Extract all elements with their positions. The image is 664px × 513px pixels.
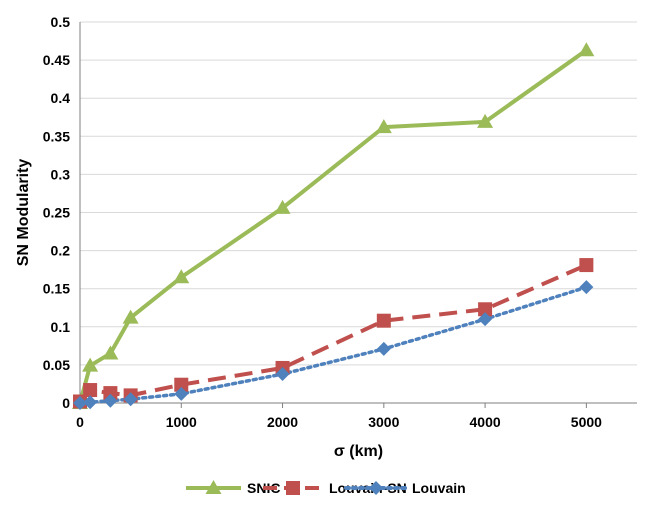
data-point-snic (375, 119, 392, 134)
data-point-louvain-sn (478, 302, 493, 317)
series-markers (72, 42, 595, 410)
data-point-snic (102, 345, 119, 360)
data-point-louvain-sn (174, 377, 189, 392)
x-tick-label: 2000 (267, 414, 298, 430)
x-tick-label: 4000 (470, 414, 501, 430)
data-point-louvain (123, 392, 138, 407)
y-axis-label: SN Modularity (15, 159, 32, 267)
x-tick-label: 5000 (571, 414, 602, 430)
y-tick-label: 0.05 (43, 357, 70, 373)
data-point-snic (122, 309, 139, 324)
data-point-louvain-sn (83, 383, 98, 398)
legend-marker-louvain (369, 481, 383, 495)
legend-marker-louvain-sn (286, 481, 300, 495)
series-line-snic (78, 48, 588, 404)
data-point-snic (578, 42, 595, 57)
gridlines (80, 21, 637, 366)
data-point-louvain (103, 393, 118, 408)
data-point-louvain (83, 395, 98, 410)
data-point-louvain (275, 367, 290, 382)
x-axis-label: σ (km) (334, 443, 383, 460)
data-point-snic (477, 113, 494, 128)
data-point-snic (274, 199, 291, 214)
y-tick-label: 0.35 (43, 128, 70, 144)
series-lines (78, 48, 589, 405)
y-tick-label: 0.2 (51, 243, 71, 259)
data-point-louvain (579, 280, 594, 295)
y-tick-label: 0.45 (43, 52, 70, 68)
x-tick-label: 3000 (368, 414, 399, 430)
data-point-louvain (376, 341, 391, 356)
data-point-snic (82, 357, 99, 372)
series-line-louvain (78, 285, 589, 405)
axes (79, 22, 637, 408)
legend-label-louvain: Louvain (412, 480, 466, 496)
series-line-louvain-sn (78, 263, 588, 403)
x-tick-label: 1000 (166, 414, 197, 430)
y-tick-label: 0.5 (51, 14, 71, 30)
y-tick-label: 0 (62, 395, 70, 411)
data-point-louvain (478, 312, 493, 327)
legend: SNICLouvain-SNLouvain (186, 480, 466, 496)
data-point-louvain-sn (103, 386, 118, 401)
tick-labels: 0 0.05 0.1 0.15 0.2 0.25 0.3 0.35 0.4 0.45 0.5 0 100… (43, 14, 602, 430)
legend-marker-snic (205, 480, 222, 494)
y-tick-label: 0.1 (51, 319, 71, 335)
data-point-snic (173, 269, 190, 284)
data-point-louvain (73, 396, 87, 410)
y-tick-label: 0.25 (43, 205, 70, 221)
data-point-louvain-sn (579, 258, 594, 273)
data-point-louvain-sn (376, 313, 391, 328)
y-tick-label: 0.15 (43, 281, 70, 297)
y-tick-label: 0.4 (51, 90, 71, 106)
y-tick-label: 0.3 (51, 166, 71, 182)
x-tick-label: 0 (76, 414, 84, 430)
data-point-louvain (174, 386, 189, 401)
